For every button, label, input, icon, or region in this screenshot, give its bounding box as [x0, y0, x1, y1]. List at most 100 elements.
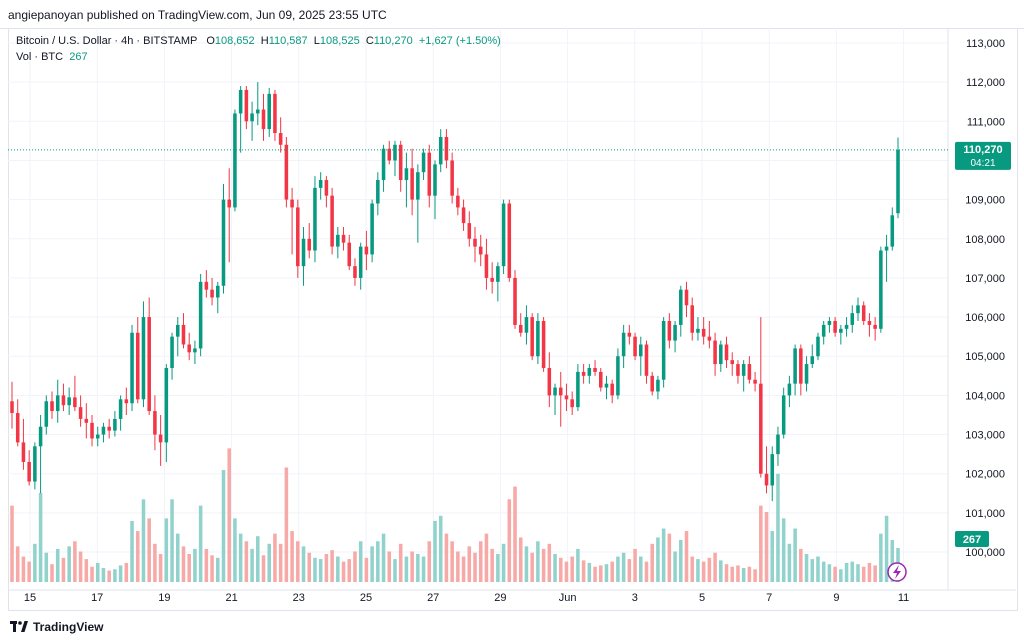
y-tick-label: 113,000: [966, 38, 1005, 50]
candle-body: [478, 246, 483, 255]
last-price-tag: [955, 141, 1011, 170]
volume-bar: [793, 528, 797, 582]
candle: [135, 317, 140, 404]
volume-bar: [736, 565, 740, 582]
volume-bar: [839, 569, 843, 582]
candle: [827, 317, 832, 333]
candle: [890, 207, 895, 251]
candle-body: [204, 281, 209, 290]
volume-bar: [547, 543, 552, 582]
candle-body: [827, 320, 832, 325]
candle-body: [564, 395, 569, 400]
volume-bar: [318, 559, 323, 582]
candle-body: [850, 313, 855, 325]
candle: [639, 336, 643, 376]
candle-body: [95, 434, 100, 439]
y-tick-label: 106,000: [965, 312, 1005, 324]
candle: [55, 379, 60, 423]
candle-body: [21, 442, 26, 462]
x-tick-label: 21: [225, 592, 237, 604]
candle: [256, 82, 260, 126]
volume-bar: [507, 499, 512, 582]
candle-body: [844, 324, 849, 329]
candle-body: [84, 418, 89, 423]
tradingview-logo[interactable]: TradingView: [10, 620, 103, 634]
volume-bar: [290, 531, 294, 582]
legend-change: +1,627 (+1.50%): [418, 35, 501, 47]
candle-body: [398, 144, 403, 181]
candle: [296, 199, 300, 278]
volume-bar: [216, 557, 220, 582]
volume-bar: [667, 533, 672, 582]
candle-body: [450, 160, 454, 196]
candle-body: [421, 152, 426, 173]
candle: [318, 172, 323, 200]
candle: [501, 199, 506, 275]
volume-bar: [530, 552, 534, 582]
candle-body: [198, 281, 203, 349]
candle: [376, 172, 380, 216]
candle-body: [558, 387, 563, 396]
volume-bar: [296, 541, 300, 582]
candle-body: [781, 395, 786, 435]
candle: [507, 199, 512, 282]
volume-bar: [33, 543, 37, 582]
candle: [650, 371, 654, 396]
volume-bar: [393, 559, 397, 582]
time-axis: 15 17 19 21 23 25 27 29 Jun 3 5 7 9 11: [8, 589, 1016, 604]
candle-body: [324, 180, 329, 196]
grid-lines: [8, 28, 948, 582]
candle: [781, 387, 786, 439]
candle: [724, 336, 729, 368]
volume-bar: [347, 559, 352, 582]
candle-body: [593, 367, 597, 372]
candle-body: [461, 207, 466, 224]
price-chart[interactable]: 100,000 101,000 102,000 103,000 104,000 105,0…: [0, 0, 1024, 612]
candle-body: [667, 320, 672, 341]
volume-bar: [816, 556, 820, 582]
candle-body: [804, 364, 809, 384]
candle-body: [456, 195, 460, 208]
volume-bar: [336, 556, 340, 582]
volume-bar: [353, 551, 357, 582]
candle: [130, 324, 134, 412]
candle: [273, 89, 277, 141]
candle: [730, 352, 735, 376]
volume-bar: [604, 564, 609, 582]
candle: [347, 234, 352, 271]
volume-bar: [621, 552, 626, 582]
candle: [564, 383, 569, 412]
candle: [478, 234, 483, 267]
candle-body: [507, 203, 512, 278]
chart-frame[interactable]: [8, 28, 1018, 611]
candle-body: [741, 364, 746, 376]
candle: [421, 148, 426, 181]
volume-bar: [890, 540, 895, 582]
y-tick-label: 102,000: [965, 469, 1005, 481]
volume-bar: [278, 543, 283, 582]
candle-body: [278, 133, 283, 145]
volume-bar: [153, 543, 157, 582]
volume-bar: [564, 561, 569, 582]
volume-bar: [524, 546, 529, 582]
candle: [438, 129, 443, 173]
candle: [370, 199, 374, 263]
candle-body: [856, 305, 860, 314]
volume-bar: [776, 473, 780, 582]
candle-body: [10, 401, 14, 414]
candle: [101, 422, 106, 443]
candle-body: [621, 332, 626, 357]
candle-body: [15, 413, 20, 443]
candle: [541, 317, 546, 372]
candle-body: [33, 446, 37, 482]
candle: [113, 411, 117, 437]
candle-body: [496, 266, 500, 282]
volume-bar: [90, 566, 94, 582]
candle: [450, 152, 454, 204]
candle-body: [427, 152, 432, 196]
candle-body: [644, 344, 649, 376]
y-tick-label: 103,000: [965, 430, 1005, 442]
candles: [10, 82, 900, 502]
legend-ohlc: Bitcoin / U.S. Dollar · 4h · BITSTAMP O1…: [16, 35, 501, 47]
candle-body: [341, 234, 346, 243]
